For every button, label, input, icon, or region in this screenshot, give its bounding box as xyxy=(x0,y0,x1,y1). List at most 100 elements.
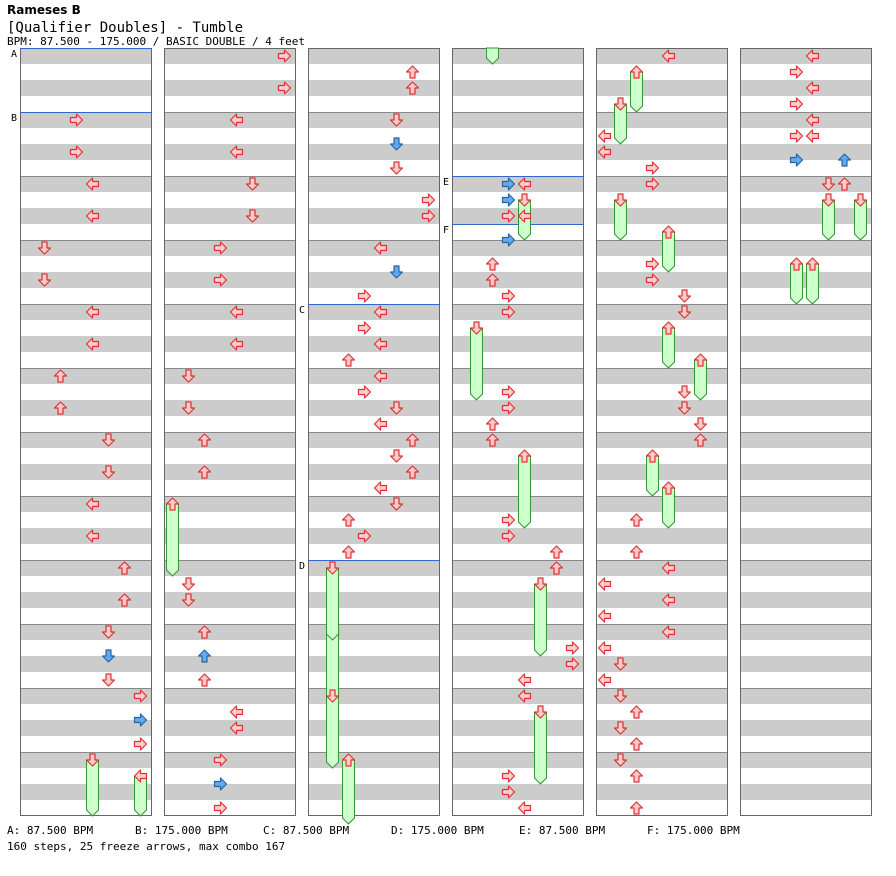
arrow-right-icon xyxy=(645,161,660,175)
arrow-up-icon xyxy=(485,273,500,287)
chart-stats: 160 steps, 25 freeze arrows, max combo 1… xyxy=(7,840,286,853)
arrow-down-icon xyxy=(85,753,100,767)
arrow-right-icon xyxy=(501,385,516,399)
arrow-left-icon xyxy=(597,609,612,623)
arrow-left-icon xyxy=(373,305,388,319)
arrow-down-icon xyxy=(37,241,52,255)
arrow-left-icon xyxy=(517,801,532,815)
chart-info: BPM: 87.500 - 175.000 / BASIC DOUBLE / 4… xyxy=(7,35,306,48)
arrow-right-icon xyxy=(565,641,580,655)
arrow-down-icon xyxy=(389,497,404,511)
arrow-up-icon xyxy=(837,153,852,167)
arrow-up-icon xyxy=(485,433,500,447)
arrow-up-icon xyxy=(117,593,132,607)
arrow-down-icon xyxy=(389,161,404,175)
legend-item: B: 175.000 BPM xyxy=(135,824,228,837)
arrow-right-icon xyxy=(421,193,436,207)
arrow-left-icon xyxy=(373,417,388,431)
arrow-up-icon xyxy=(805,257,820,271)
arrow-down-icon xyxy=(517,193,532,207)
arrow-up-icon xyxy=(341,513,356,527)
bpm-marker: C xyxy=(299,305,305,316)
chart-column xyxy=(164,48,296,816)
arrow-left-icon xyxy=(229,113,244,127)
arrow-down-icon xyxy=(613,193,628,207)
arrow-up-icon xyxy=(53,401,68,415)
arrow-left-icon xyxy=(805,129,820,143)
arrow-up-icon xyxy=(53,369,68,383)
arrow-down-icon xyxy=(389,401,404,415)
arrow-right-icon xyxy=(213,777,228,791)
arrow-down-icon xyxy=(389,137,404,151)
arrow-up-icon xyxy=(341,753,356,767)
arrow-left-icon xyxy=(517,689,532,703)
bpm-marker: F xyxy=(443,225,449,236)
arrow-right-icon xyxy=(501,401,516,415)
arrow-down-icon xyxy=(533,577,548,591)
arrow-down-icon xyxy=(181,593,196,607)
arrow-left-icon xyxy=(597,673,612,687)
arrow-left-icon xyxy=(597,129,612,143)
arrow-up-icon xyxy=(197,465,212,479)
arrow-down-icon xyxy=(821,177,836,191)
arrow-up-icon xyxy=(629,65,644,79)
arrow-left-icon xyxy=(661,625,676,639)
arrow-down-icon xyxy=(245,177,260,191)
arrow-up-icon xyxy=(661,225,676,239)
arrow-right-icon xyxy=(213,241,228,255)
arrow-down-icon xyxy=(389,265,404,279)
arrow-down-icon xyxy=(693,417,708,431)
arrow-down-icon xyxy=(325,689,340,703)
arrow-left-icon xyxy=(661,49,676,63)
arrow-right-icon xyxy=(357,529,372,543)
arrow-up-icon xyxy=(629,513,644,527)
arrow-right-icon xyxy=(789,97,804,111)
arrow-right-icon xyxy=(789,129,804,143)
freeze-arrow-icon xyxy=(166,503,179,577)
arrow-left-icon xyxy=(517,209,532,223)
arrow-down-icon xyxy=(37,273,52,287)
arrow-down-icon xyxy=(101,649,116,663)
arrow-right-icon xyxy=(565,657,580,671)
arrow-right-icon xyxy=(789,153,804,167)
arrow-left-icon xyxy=(229,721,244,735)
arrow-down-icon xyxy=(853,193,868,207)
arrow-down-icon xyxy=(181,369,196,383)
arrow-down-icon xyxy=(469,321,484,335)
arrow-left-icon xyxy=(229,705,244,719)
arrow-up-icon xyxy=(405,81,420,95)
arrow-left-icon xyxy=(229,337,244,351)
legend-item: F: 175.000 BPM xyxy=(647,824,740,837)
arrow-right-icon xyxy=(645,273,660,287)
arrow-right-icon xyxy=(501,513,516,527)
arrow-up-icon xyxy=(629,705,644,719)
arrow-down-icon xyxy=(101,433,116,447)
arrow-right-icon xyxy=(133,689,148,703)
arrow-up-icon xyxy=(693,353,708,367)
arrow-right-icon xyxy=(69,113,84,127)
arrow-right-icon xyxy=(501,529,516,543)
arrow-down-icon xyxy=(245,209,260,223)
arrow-left-icon xyxy=(229,305,244,319)
arrow-right-icon xyxy=(213,753,228,767)
freeze-arrow-icon xyxy=(342,759,355,825)
arrow-right-icon xyxy=(501,209,516,223)
bpm-marker: A xyxy=(11,49,17,60)
arrow-down-icon xyxy=(613,97,628,111)
arrow-left-icon xyxy=(597,641,612,655)
chart-column xyxy=(452,48,584,816)
arrow-up-icon xyxy=(485,417,500,431)
legend-item: C: 87.500 BPM xyxy=(263,824,350,837)
arrow-right-icon xyxy=(645,257,660,271)
arrow-right-icon xyxy=(213,801,228,815)
legend-item: E: 87.500 BPM xyxy=(519,824,606,837)
arrow-left-icon xyxy=(661,561,676,575)
freeze-arrow-icon xyxy=(534,711,547,785)
arrow-up-icon xyxy=(341,353,356,367)
arrow-right-icon xyxy=(501,289,516,303)
freeze-arrow-icon xyxy=(518,455,531,529)
arrow-up-icon xyxy=(661,321,676,335)
song-subtitle: [Qualifier Doubles] - Tumble xyxy=(7,20,244,36)
arrow-up-icon xyxy=(661,481,676,495)
freeze-arrow-icon xyxy=(470,327,483,401)
